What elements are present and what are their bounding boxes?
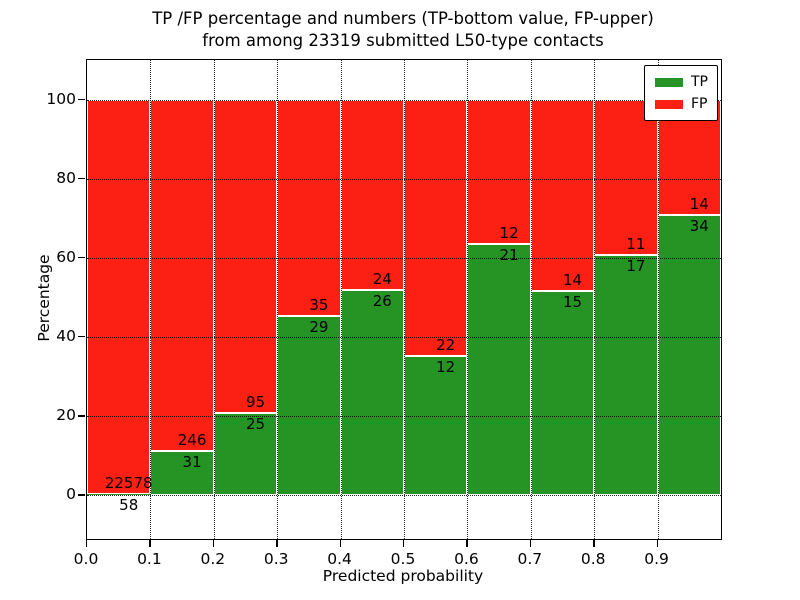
x-tick-label: 0.5: [390, 550, 416, 568]
x-tick-label: 0.8: [580, 550, 606, 568]
x-gridline: [150, 60, 152, 539]
x-tick-label: 0.7: [517, 550, 543, 568]
y-tick-label: 100: [46, 89, 76, 108]
fp-count-label: 95: [245, 392, 266, 411]
tp-count-label: 17: [626, 257, 646, 276]
x-gridline: [530, 60, 532, 539]
tp-bar-segment: [657, 215, 721, 496]
tp-legend-swatch-icon: [655, 77, 683, 87]
plot-area: 22578 58 246 31 95 25 35 29 24 26 22 12 12 21 14 15 11 17…: [86, 59, 722, 540]
tp-count-label: 26: [372, 291, 392, 310]
legend-row-tp: TP: [655, 71, 708, 93]
x-tick-mark: [403, 540, 405, 547]
x-tick-mark: [529, 540, 532, 547]
y-tick-mark: [78, 177, 85, 180]
x-tick-label: 0.6: [454, 550, 479, 568]
x-gridline: [467, 60, 469, 539]
tp-count-label: 31: [182, 453, 202, 472]
x-tick-mark: [86, 540, 88, 547]
y-tick-mark: [78, 415, 85, 417]
x-tick-label: 0.0: [73, 550, 99, 568]
tp-count-label: 12: [436, 357, 456, 376]
fp-bar-segment: [150, 99, 214, 452]
tp-bar-segment: [530, 290, 595, 496]
fp-count-label: 12: [499, 223, 519, 242]
y-tick-label: 0: [66, 485, 76, 504]
y-tick-mark: [78, 98, 85, 100]
x-tick-label: 0.4: [327, 550, 352, 568]
y-tick-label: 80: [56, 168, 76, 187]
tp-bar-segment: [150, 451, 214, 496]
x-tick-mark: [593, 540, 595, 547]
tp-count-label: 29: [309, 318, 329, 337]
grid-layer: [87, 60, 721, 539]
y-tick-mark: [78, 336, 85, 338]
x-axis-title: Predicted probability: [322, 567, 484, 585]
count-labels-layer: 22578 58 246 31 95 25 35 29 24 26 22 12 12 21 14 15 11 17…: [87, 60, 721, 539]
fp-count-label: 35: [309, 296, 329, 315]
x-gridline: [657, 60, 659, 539]
fp-legend-swatch-icon: [655, 99, 683, 109]
fp-count-label: 246: [177, 431, 207, 450]
x-tick-mark: [656, 540, 658, 547]
tp-count-label: 34: [689, 217, 709, 236]
fp-count-label: 22578: [104, 474, 153, 493]
tp-count-label: 21: [499, 245, 519, 264]
tp-count-label: 25: [245, 414, 266, 433]
legend-label-tp: TP: [691, 74, 708, 90]
x-gridline: [594, 60, 596, 539]
tp-bar-segment: [404, 355, 468, 496]
fp-bar-segment: [594, 99, 658, 256]
x-gridline: [340, 60, 342, 539]
x-tick-label: 0.1: [137, 550, 162, 568]
x-gridline: [404, 60, 405, 539]
chart-title: TP /FP percentage and numbers (TP-bottom…: [86, 8, 720, 52]
fp-bar-segment: [467, 99, 531, 244]
y-tick-mark: [78, 494, 85, 496]
x-tick-mark: [466, 540, 468, 547]
legend: TP FP: [644, 65, 718, 121]
x-tick-label: 0.9: [644, 550, 669, 568]
x-tick-label: 0.3: [263, 550, 289, 568]
y-tick-label: 60: [56, 247, 76, 266]
x-tick-mark: [149, 540, 151, 547]
fp-bar-segment: [87, 99, 151, 495]
tp-bar-segment: [87, 494, 151, 496]
x-gridline: [277, 60, 279, 539]
x-tick-mark: [339, 540, 341, 547]
tp-count-label: 15: [562, 292, 583, 311]
chart-title-line2: from among 23319 submitted L50-type cont…: [202, 31, 604, 50]
x-tick-mark: [212, 540, 215, 547]
fp-count-label: 24: [372, 269, 392, 288]
fp-count-label: 14: [689, 195, 709, 214]
tp-count-label: 58: [119, 496, 139, 515]
x-tick-mark: [276, 540, 278, 547]
y-tick-mark: [78, 256, 85, 259]
tp-bar-segment: [594, 255, 658, 496]
y-tick-label: 20: [56, 406, 76, 425]
y-tick-label: 40: [56, 327, 76, 346]
chart-title-line1: TP /FP percentage and numbers (TP-bottom…: [152, 9, 654, 28]
legend-label-fp: FP: [691, 96, 708, 112]
x-gridline: [213, 60, 215, 539]
fp-count-label: 11: [626, 235, 646, 254]
legend-row-fp: FP: [655, 93, 708, 115]
fp-count-label: 22: [436, 335, 456, 354]
fp-count-label: 14: [562, 270, 583, 289]
x-tick-label: 0.2: [200, 550, 226, 568]
